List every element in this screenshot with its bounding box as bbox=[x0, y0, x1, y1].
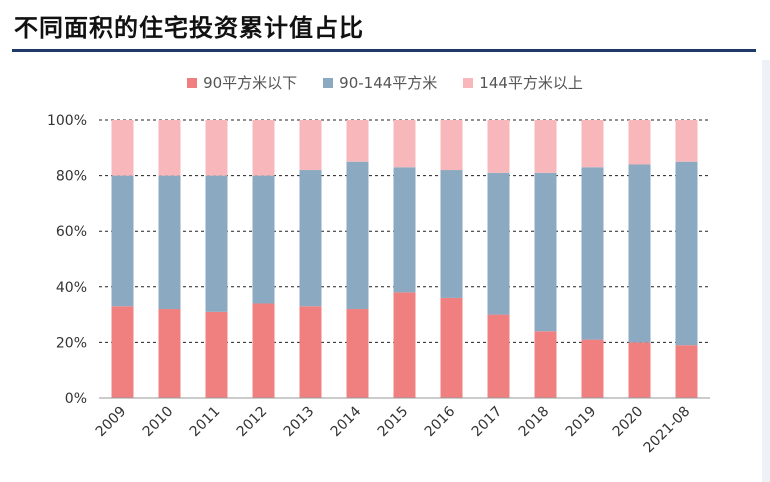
bar-segment-over-144 bbox=[581, 120, 604, 168]
x-tick-label: 2009 bbox=[93, 404, 130, 441]
bar-segment-90-144 bbox=[440, 170, 463, 298]
bar-segment-under-90 bbox=[581, 339, 604, 398]
legend-label-under-90: 90平方米以下 bbox=[203, 74, 298, 92]
x-tick-label: 2021-08 bbox=[641, 404, 694, 457]
y-tick-label: 60% bbox=[56, 224, 87, 240]
bar-segment-over-144 bbox=[393, 120, 416, 168]
y-tick-label: 20% bbox=[56, 335, 87, 351]
bar-segment-over-144 bbox=[346, 120, 369, 162]
x-tick-label: 2013 bbox=[281, 404, 318, 441]
bar-segment-under-90 bbox=[440, 297, 463, 398]
bar-segment-under-90 bbox=[252, 303, 275, 398]
bar-segment-over-144 bbox=[205, 120, 228, 176]
bar-segment-90-144 bbox=[346, 161, 369, 310]
title-divider bbox=[12, 49, 756, 52]
legend-item-90-144: 90-144平方米 bbox=[323, 72, 437, 93]
chart-legend: 90平方米以下 90-144平方米 144平方米以上 bbox=[0, 72, 770, 93]
bar-segment-under-90 bbox=[205, 311, 228, 398]
bar-segment-under-90 bbox=[299, 306, 322, 398]
bar-segment-90-144 bbox=[205, 175, 228, 312]
bar-segment-under-90 bbox=[675, 345, 698, 398]
bar-segment-90-144 bbox=[158, 175, 181, 310]
x-tick-label: 2014 bbox=[328, 403, 365, 440]
y-tick-label: 0% bbox=[65, 391, 87, 407]
bar-segment-over-144 bbox=[487, 120, 510, 173]
bar-segment-90-144 bbox=[487, 172, 510, 315]
bar-segment-under-90 bbox=[111, 306, 134, 398]
bar-segment-90-144 bbox=[252, 175, 275, 304]
bar-segment-over-144 bbox=[534, 120, 557, 173]
x-tick-label: 2015 bbox=[375, 404, 412, 441]
x-tick-label: 2016 bbox=[422, 403, 459, 440]
legend-label-90-144: 90-144平方米 bbox=[339, 74, 438, 92]
bar-segment-90-144 bbox=[534, 172, 557, 332]
legend-label-over-144: 144平方米以上 bbox=[479, 74, 583, 92]
legend-swatch-over-144 bbox=[463, 77, 474, 88]
bar-segment-over-144 bbox=[252, 120, 275, 176]
right-edge-strip bbox=[762, 60, 770, 482]
bar-segment-90-144 bbox=[299, 170, 322, 307]
y-tick-label: 100% bbox=[47, 113, 87, 129]
x-tick-label: 2020 bbox=[610, 404, 647, 441]
y-tick-label: 80% bbox=[56, 169, 87, 185]
bar-segment-under-90 bbox=[487, 314, 510, 398]
x-tick-label: 2012 bbox=[234, 404, 271, 441]
legend-item-over-144: 144平方米以上 bbox=[463, 72, 583, 93]
bar-segment-over-144 bbox=[158, 120, 181, 176]
x-tick-label: 2011 bbox=[187, 404, 224, 441]
x-tick-label: 2017 bbox=[469, 404, 506, 441]
bar-segment-under-90 bbox=[158, 309, 181, 398]
bar-segment-90-144 bbox=[111, 175, 134, 307]
x-tick-label: 2019 bbox=[563, 404, 600, 441]
x-tick-label: 2010 bbox=[140, 404, 177, 441]
bar-segment-under-90 bbox=[393, 292, 416, 398]
bar-segment-over-144 bbox=[628, 120, 651, 165]
bar-segment-over-144 bbox=[675, 120, 698, 162]
x-tick-label: 2018 bbox=[516, 404, 553, 441]
legend-item-under-90: 90平方米以下 bbox=[187, 72, 297, 93]
bar-segment-90-144 bbox=[393, 167, 416, 293]
legend-swatch-under-90 bbox=[187, 77, 198, 88]
bar-segment-over-144 bbox=[440, 120, 463, 171]
bar-segment-over-144 bbox=[111, 120, 134, 176]
bar-segment-90-144 bbox=[628, 164, 651, 343]
legend-swatch-90-144 bbox=[323, 77, 334, 88]
page-title: 不同面积的住宅投资累计值占比 bbox=[14, 14, 364, 42]
bar-segment-90-144 bbox=[675, 161, 698, 346]
bar-segment-under-90 bbox=[346, 309, 369, 398]
y-tick-label: 40% bbox=[56, 280, 87, 296]
bar-segment-90-144 bbox=[581, 167, 604, 340]
bar-segment-over-144 bbox=[299, 120, 322, 171]
bar-segment-under-90 bbox=[628, 342, 651, 398]
bar-segment-under-90 bbox=[534, 331, 557, 398]
